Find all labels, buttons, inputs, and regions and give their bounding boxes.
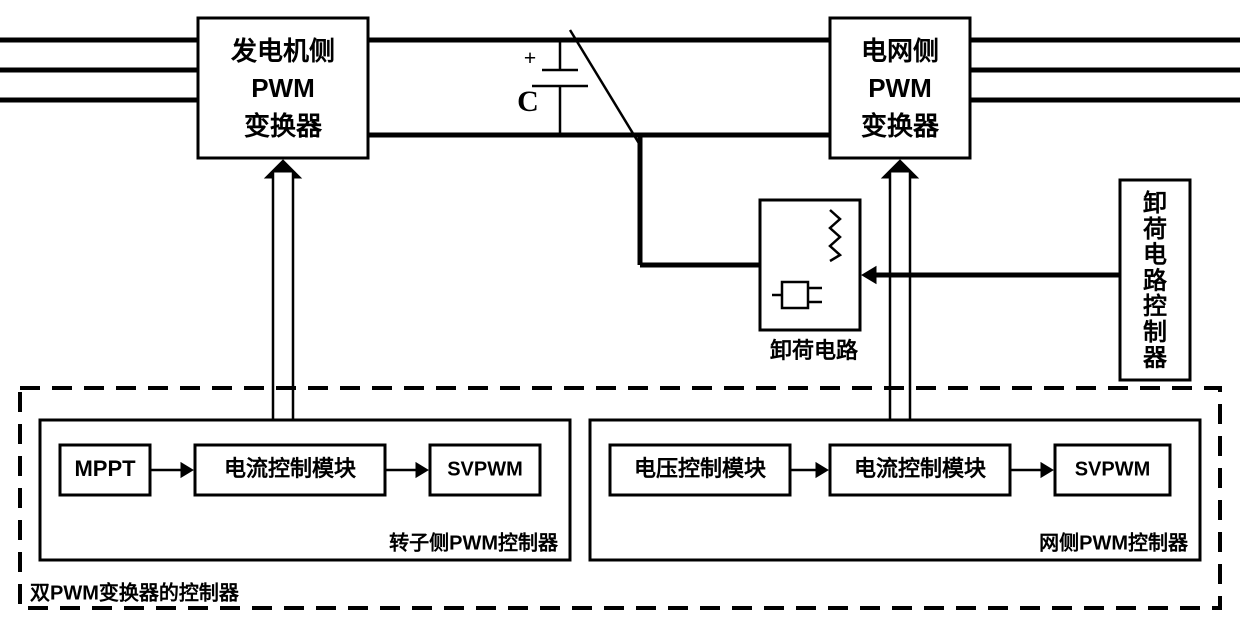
svg-text:MPPT: MPPT bbox=[74, 456, 136, 481]
svg-text:制: 制 bbox=[1143, 319, 1167, 346]
svg-text:发电机侧: 发电机侧 bbox=[230, 36, 335, 66]
svg-text:PWM: PWM bbox=[868, 73, 932, 103]
svg-text:转子侧PWM控制器: 转子侧PWM控制器 bbox=[389, 530, 559, 554]
svg-text:路: 路 bbox=[1143, 266, 1168, 294]
svg-text:+: + bbox=[524, 45, 537, 70]
svg-text:变换器: 变换器 bbox=[861, 111, 940, 141]
svg-text:C: C bbox=[517, 85, 539, 118]
svg-text:荷: 荷 bbox=[1143, 216, 1167, 243]
svg-text:SVPWM: SVPWM bbox=[447, 458, 523, 480]
svg-text:电流控制模块: 电流控制模块 bbox=[854, 456, 987, 481]
svg-text:SVPWM: SVPWM bbox=[1075, 458, 1151, 480]
svg-text:电压控制模块: 电压控制模块 bbox=[634, 456, 767, 481]
svg-text:PWM: PWM bbox=[251, 73, 315, 103]
svg-text:控: 控 bbox=[1143, 292, 1167, 320]
svg-text:变换器: 变换器 bbox=[244, 111, 323, 141]
svg-text:电流控制模块: 电流控制模块 bbox=[224, 456, 357, 481]
svg-text:器: 器 bbox=[1142, 344, 1168, 371]
svg-text:双PWM变换器的控制器: 双PWM变换器的控制器 bbox=[30, 580, 240, 604]
svg-text:电网侧: 电网侧 bbox=[861, 36, 939, 66]
svg-text:电: 电 bbox=[1143, 242, 1167, 269]
svg-text:卸荷电路: 卸荷电路 bbox=[770, 338, 859, 363]
svg-text:卸: 卸 bbox=[1143, 189, 1167, 217]
svg-text:网侧PWM控制器: 网侧PWM控制器 bbox=[1039, 530, 1189, 554]
